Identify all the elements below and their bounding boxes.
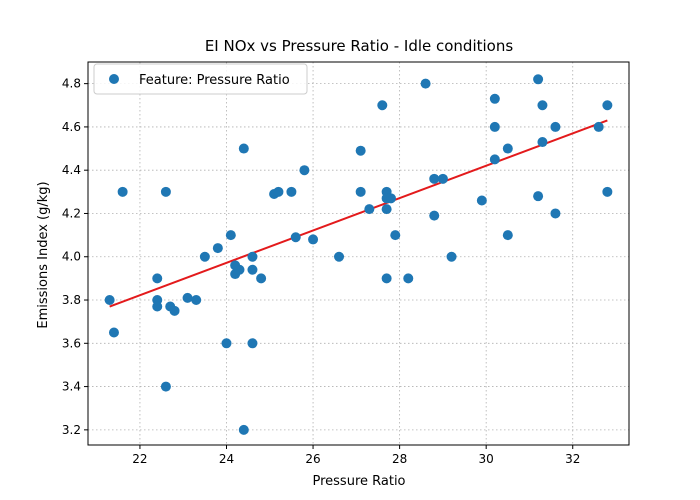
data-point: [169, 305, 180, 316]
y-tick-label: 3.2: [62, 423, 81, 437]
x-tick-label: 22: [132, 452, 147, 466]
trend-layer: [109, 119, 608, 308]
data-point: [299, 165, 310, 176]
data-point: [152, 301, 163, 312]
data-point: [108, 327, 119, 338]
x-tick-label: 30: [479, 452, 494, 466]
legend-marker: [109, 74, 119, 84]
x-tick-label: 26: [305, 452, 320, 466]
data-point: [221, 338, 232, 349]
data-point: [286, 186, 297, 197]
points-layer: [104, 74, 613, 435]
data-point: [182, 292, 193, 303]
y-tick-label: 4.6: [62, 120, 81, 134]
data-point: [381, 273, 392, 284]
data-point: [308, 234, 319, 245]
data-point: [420, 78, 431, 89]
data-point: [238, 143, 249, 154]
axes-layer: 22 24 26 28 30 32 3.2 3.4 3.6 3.8 4.0 4.2 4.4 4.6 4.8: [62, 61, 630, 466]
data-point: [476, 195, 487, 206]
data-point: [550, 208, 561, 219]
data-point: [537, 137, 548, 148]
data-point: [273, 186, 284, 197]
data-point: [238, 424, 249, 435]
y-tick-label: 4.4: [62, 163, 81, 177]
data-point: [429, 173, 440, 184]
x-tick-label: 28: [392, 452, 407, 466]
y-tick-label: 3.6: [62, 336, 81, 350]
y-tick-label: 4.2: [62, 206, 81, 220]
data-point: [489, 121, 500, 132]
data-point: [537, 100, 548, 111]
x-axis-label: Pressure Ratio: [312, 474, 405, 489]
y-tick-label: 3.4: [62, 380, 81, 394]
data-point: [160, 381, 171, 392]
data-point: [334, 251, 345, 262]
data-point: [446, 251, 457, 262]
data-point: [489, 154, 500, 165]
y-tick-label: 3.8: [62, 293, 81, 307]
plot-frame: [87, 61, 630, 446]
data-point: [247, 251, 258, 262]
x-tick-label: 32: [565, 452, 580, 466]
data-point: [602, 100, 613, 111]
y-tick-label: 4.8: [62, 77, 81, 91]
data-point: [355, 186, 366, 197]
data-point: [533, 191, 544, 202]
data-point: [502, 230, 513, 241]
legend: Feature: Pressure Ratio: [93, 63, 308, 95]
data-point: [390, 230, 401, 241]
data-point: [533, 74, 544, 85]
data-point: [429, 210, 440, 221]
data-point: [403, 273, 414, 284]
data-point: [247, 338, 258, 349]
data-point: [489, 93, 500, 104]
data-point: [355, 145, 366, 156]
data-point: [385, 193, 396, 204]
y-tick-label: 4.0: [62, 250, 81, 264]
data-point: [191, 295, 202, 306]
data-point: [117, 186, 128, 197]
y-axis-label: Emissions Index (g/kg): [36, 181, 51, 328]
chart-title: EI NOx vs Pressure Ratio - Idle conditio…: [205, 37, 514, 55]
data-point: [377, 100, 388, 111]
data-point: [212, 243, 223, 254]
data-point: [502, 143, 513, 154]
data-point: [234, 264, 245, 275]
data-point: [256, 273, 267, 284]
x-tick-label: 24: [219, 452, 234, 466]
data-point: [225, 230, 236, 241]
data-point: [104, 295, 115, 306]
data-point: [199, 251, 210, 262]
data-point: [152, 273, 163, 284]
legend-box: [93, 63, 308, 95]
data-point: [437, 173, 448, 184]
legend-label: Feature: Pressure Ratio: [139, 73, 290, 88]
data-point: [602, 186, 613, 197]
data-point: [290, 232, 301, 243]
data-point: [550, 121, 561, 132]
data-point: [160, 186, 171, 197]
data-point: [247, 264, 258, 275]
trend-line: [109, 119, 608, 308]
data-point: [364, 204, 375, 215]
data-point: [593, 121, 604, 132]
data-point: [381, 204, 392, 215]
